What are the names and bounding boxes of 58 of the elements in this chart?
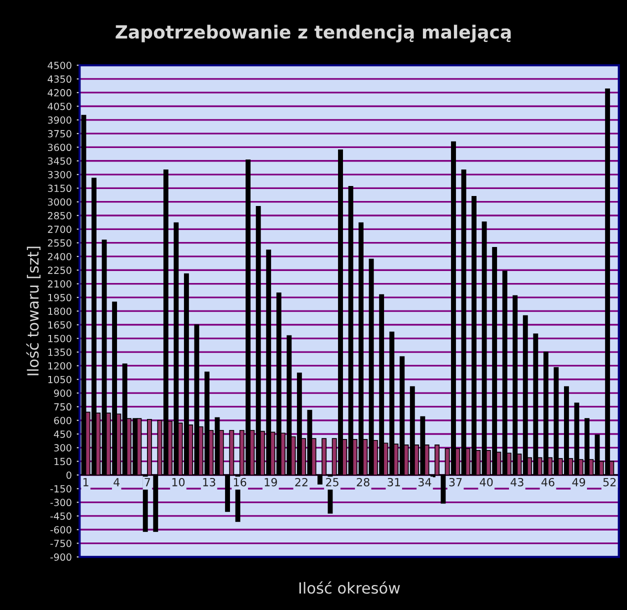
x-tick-label: 34 (418, 478, 432, 486)
y-tick-label: 1650 (48, 321, 72, 329)
y-tick-label: 600 (54, 416, 72, 424)
y-tick-label: -300 (50, 498, 72, 506)
y-tick-label: 150 (54, 458, 72, 466)
y-tick-label: 1200 (48, 362, 72, 370)
y-tick-label: 2550 (48, 239, 72, 247)
x-tick-label: 19 (264, 478, 277, 486)
x-tick-label: 10 (172, 478, 185, 486)
y-tick-label: 1350 (48, 348, 72, 356)
y-axis-title: Ilość towaru [szt] (26, 246, 41, 376)
y-tick-label: 2850 (48, 212, 72, 220)
x-tick-label: 37 (449, 478, 462, 486)
x-tick-label: 31 (388, 478, 400, 486)
y-tick-label: 3900 (48, 116, 72, 124)
y-tick-label: 3600 (48, 144, 72, 152)
x-tick-label: 25 (326, 478, 338, 486)
y-tick-label: 3000 (48, 198, 72, 206)
x-tick-label: 7 (144, 478, 150, 486)
y-tick-label: 450 (54, 430, 72, 438)
y-tick-label: 0 (66, 471, 72, 479)
y-tick-label: 1050 (48, 376, 72, 384)
x-tick-label: 46 (541, 478, 554, 486)
x-tick-label: 1 (83, 478, 88, 486)
y-tick-label: 3450 (48, 157, 72, 165)
x-tick-label: 40 (480, 478, 493, 486)
y-tick-label: 2250 (48, 266, 72, 274)
x-tick-label: 52 (603, 478, 616, 486)
y-tick-label: -900 (50, 553, 72, 561)
y-tick-label: 1500 (48, 334, 72, 342)
x-tick-label: 43 (510, 478, 524, 486)
x-tick-label: 49 (572, 478, 586, 486)
y-tick-label: 4050 (48, 102, 72, 110)
y-tick-label: -150 (50, 485, 72, 492)
y-tick-label: 300 (54, 444, 72, 452)
y-tick-label: 3300 (48, 171, 72, 178)
x-axis-title: Ilość okresów (299, 581, 400, 594)
y-tick-label: 3750 (48, 130, 72, 138)
y-tick-label: 4350 (48, 75, 72, 83)
x-tick-label: 28 (356, 478, 370, 486)
x-tick-label: 22 (295, 478, 308, 486)
y-tick-label: 900 (54, 390, 72, 397)
x-tick-label: 13 (203, 478, 216, 486)
y-tick-label: 2700 (48, 226, 72, 233)
y-tick-label: -750 (50, 540, 72, 548)
y-tick-label: 1950 (48, 294, 72, 302)
y-tick-label: 750 (54, 403, 72, 411)
y-tick-label: 2400 (48, 252, 72, 260)
y-tick-label: 4200 (48, 89, 72, 96)
x-tick-label: 4 (114, 478, 120, 486)
chart-title: Zapotrzebowanie z tendencją malejącą (116, 24, 511, 42)
y-tick-label: -450 (50, 512, 72, 520)
y-tick-label: 1800 (48, 308, 72, 315)
y-tick-label: 4500 (48, 62, 72, 70)
y-tick-label: -600 (50, 526, 72, 534)
x-tick-label: 16 (234, 478, 246, 486)
y-tick-label: 3150 (48, 184, 72, 192)
y-tick-label: 2100 (48, 280, 72, 288)
